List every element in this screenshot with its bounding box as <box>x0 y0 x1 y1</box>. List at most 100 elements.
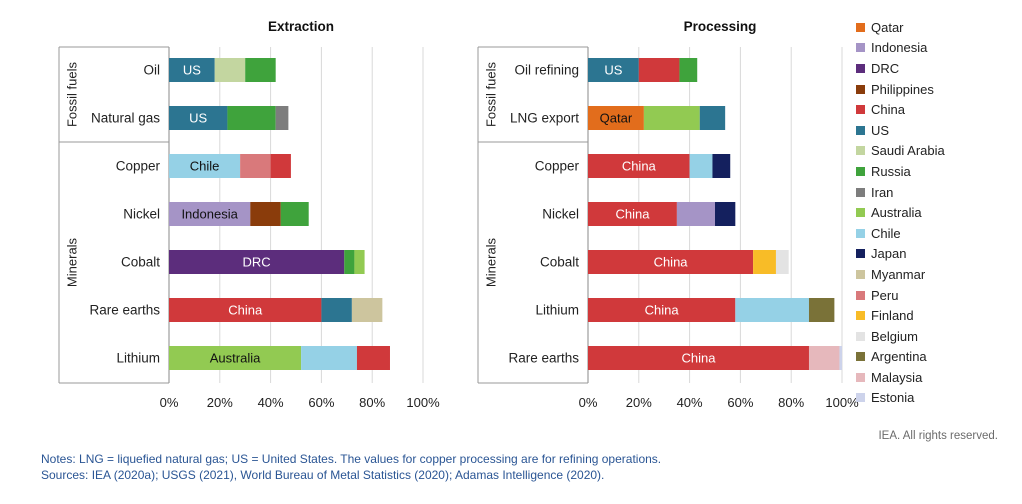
bar-segment-lng-export-qatar <box>588 106 644 130</box>
legend-swatch <box>856 125 865 135</box>
bar-segment-copper-japan <box>712 154 731 178</box>
legend-swatch <box>856 290 865 300</box>
bar-segment-natural-gas-russia <box>227 106 276 130</box>
bar-data-label: China <box>228 303 263 318</box>
chart-title: Extraction <box>268 19 334 34</box>
legend-item-china: China <box>856 99 945 120</box>
legend-label: Finland <box>871 308 914 324</box>
legend-label: Saudi Arabia <box>871 143 945 159</box>
bar-segment-cobalt-russia <box>344 250 355 274</box>
bar-data-label: US <box>183 63 201 78</box>
bar-segment-oil-refining-china <box>638 58 680 82</box>
bar-segment-rare-earths-china <box>169 298 322 322</box>
legend-label: Belgium <box>871 328 918 344</box>
bar-segment-oil-refining-us <box>588 58 639 82</box>
legend-swatch <box>856 393 865 403</box>
legend-label: Chile <box>871 225 901 241</box>
legend-label: Australia <box>871 205 922 221</box>
legend-item-iran: Iran <box>856 182 945 203</box>
group-label-minerals: Minerals <box>65 237 80 287</box>
copyright-credit: IEA. All rights reserved. <box>878 430 998 442</box>
category-label-copper: Copper <box>535 159 580 174</box>
legend-swatch <box>856 166 865 176</box>
legend-swatch <box>856 269 865 279</box>
bar-segment-nickel-russia <box>280 202 309 226</box>
legend: Qatar Indonesia DRC Philippines China US Saudi… <box>856 17 945 408</box>
bar-segment-copper-chile <box>689 154 713 178</box>
legend-label: Philippines <box>871 81 934 97</box>
legend-label: US <box>871 122 890 138</box>
bar-data-label: Qatar <box>600 111 633 126</box>
x-tick-label: 20% <box>207 395 233 410</box>
legend-swatch <box>856 63 865 73</box>
legend-item-myanmar: Myanmar <box>856 264 945 285</box>
category-label-natural-gas: Natural gas <box>91 111 160 126</box>
legend-swatch <box>856 22 865 32</box>
bar-segment-rare-earths-malaysia <box>808 346 840 370</box>
legend-swatch <box>856 43 865 53</box>
bar-segment-lithium-argentina <box>808 298 835 322</box>
bar-data-label: China <box>682 351 717 366</box>
legend-label: Indonesia <box>871 40 928 56</box>
bar-segment-lithium-australia <box>169 346 302 370</box>
bar-segment-natural-gas-iran <box>275 106 289 130</box>
legend-item-qatar: Qatar <box>856 17 945 38</box>
legend-swatch <box>856 146 865 156</box>
legend-label: Iran <box>871 184 894 200</box>
x-tick-label: 60% <box>308 395 334 410</box>
bar-segment-copper-china <box>270 154 291 178</box>
chart-extraction: Extraction 0% 20% 40% 60% 80% 100% Fossil fuels… <box>58 19 440 410</box>
legend-swatch <box>856 331 865 341</box>
x-tick-label: 80% <box>359 395 385 410</box>
category-label-rare-earths: Rare earths <box>508 351 579 366</box>
bar-segment-cobalt-finland <box>753 250 776 274</box>
group-label-minerals: Minerals <box>484 237 499 287</box>
legend-swatch <box>856 228 865 238</box>
legend-item-australia: Australia <box>856 202 945 223</box>
category-label-cobalt: Cobalt <box>540 255 579 270</box>
legend-item-estonia: Estonia <box>856 388 945 409</box>
group-label-fossil-fuels: Fossil fuels <box>484 61 499 127</box>
bar-segment-nickel-japan <box>715 202 736 226</box>
sources-line: Sources: IEA (2020a); USGS (2021), World… <box>41 468 605 482</box>
bar-segment-cobalt-drc <box>169 250 345 274</box>
legend-item-indonesia: Indonesia <box>856 38 945 59</box>
legend-item-russia: Russia <box>856 161 945 182</box>
bar-data-label: Chile <box>190 159 220 174</box>
category-label-cobalt: Cobalt <box>121 255 160 270</box>
bar-segment-cobalt-belgium <box>775 250 789 274</box>
legend-swatch <box>856 372 865 382</box>
bar-segment-rare-earths-myanmar <box>351 298 383 322</box>
chart-processing: Processing 0% 20% 40% 60% 80% 100% Fossil fuels… <box>477 19 859 410</box>
bar-data-label: DRC <box>243 255 271 270</box>
bar-data-label: Australia <box>210 351 261 366</box>
x-tick-label: 40% <box>677 395 703 410</box>
category-label-lithium: Lithium <box>535 303 579 318</box>
legend-label: Japan <box>871 246 907 262</box>
bar-data-label: US <box>604 63 622 78</box>
x-tick-label: 100% <box>406 395 440 410</box>
bar-segment-cobalt-china <box>588 250 754 274</box>
bar-segment-nickel-indonesia <box>169 202 251 226</box>
legend-item-us: US <box>856 120 945 141</box>
legend-label: DRC <box>871 60 900 76</box>
bar-data-label: China <box>654 255 689 270</box>
legend-swatch <box>856 311 865 321</box>
legend-swatch <box>856 208 865 218</box>
x-tick-label: 20% <box>626 395 652 410</box>
bar-segment-nickel-philippines <box>250 202 281 226</box>
legend-item-saudi-arabia: Saudi Arabia <box>856 141 945 162</box>
legend-label: Malaysia <box>871 369 923 385</box>
notes-line: Notes: LNG = liquefied natural gas; US =… <box>41 452 662 466</box>
legend-item-japan: Japan <box>856 244 945 265</box>
bar-segment-lithium-chile <box>301 346 357 370</box>
category-label-oil: Oil <box>144 63 161 78</box>
bar-data-label: China <box>645 303 680 318</box>
legend-item-malaysia: Malaysia <box>856 367 945 388</box>
bar-segment-copper-chile <box>169 154 241 178</box>
bar-segment-lng-export-us <box>699 106 726 130</box>
bar-segment-nickel-indonesia <box>676 202 715 226</box>
group-label-fossil-fuels: Fossil fuels <box>65 61 80 127</box>
legend-label: Estonia <box>871 390 915 406</box>
legend-swatch <box>856 352 865 362</box>
